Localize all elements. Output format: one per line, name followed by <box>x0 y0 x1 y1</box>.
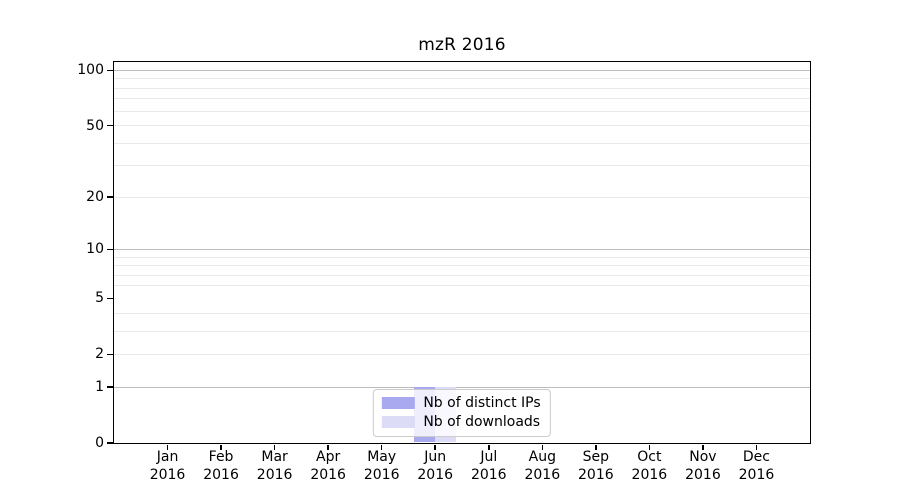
y-tick-label: 0 <box>95 435 104 451</box>
x-tick-mark <box>648 444 651 450</box>
plot-area: Nb of distinct IPs Nb of downloads <box>112 60 811 444</box>
y-tick-mark <box>107 124 113 127</box>
y-tick-mark <box>107 442 113 444</box>
minor-gridline <box>113 78 810 80</box>
minor-gridline <box>113 165 810 167</box>
minor-gridline <box>113 98 810 100</box>
minor-gridline <box>113 142 810 144</box>
legend-item-downloads: Nb of downloads <box>381 413 540 432</box>
x-tick-label: Apr 2016 <box>310 449 346 483</box>
y-tick-mark <box>107 297 113 300</box>
y-tick-mark <box>107 353 113 356</box>
x-tick-label: Dec 2016 <box>738 449 775 483</box>
minor-gridline <box>113 285 810 287</box>
x-tick-mark <box>488 444 490 450</box>
x-tick-label: Jun 2016 <box>417 449 454 483</box>
legend-label-downloads: Nb of downloads <box>423 414 541 430</box>
x-tick-label: Nov 2016 <box>685 449 721 483</box>
x-tick-label: Jul 2016 <box>470 449 507 483</box>
x-tick-label: Mar 2016 <box>256 449 293 483</box>
minor-gridline <box>113 353 810 355</box>
minor-gridline <box>113 330 810 332</box>
x-tick-label: Aug 2016 <box>524 449 561 483</box>
x-tick-mark <box>273 444 276 450</box>
y-tick-mark <box>107 248 113 251</box>
y-tick-label: 20 <box>86 189 104 206</box>
x-tick-label: Oct 2016 <box>631 449 668 483</box>
x-tick-mark <box>434 444 436 450</box>
legend-label-distinct-ips: Nb of distinct IPs <box>423 395 541 411</box>
legend-swatch-distinct-ips-icon <box>381 397 415 409</box>
x-tick-mark <box>755 444 758 450</box>
y-tick-mark <box>107 386 113 388</box>
minor-gridline <box>113 265 810 267</box>
x-tick-label: Jan 2016 <box>149 449 186 483</box>
legend-swatch-downloads-icon <box>381 416 415 428</box>
x-tick-mark <box>380 444 383 450</box>
y-tick-label: 5 <box>95 290 104 307</box>
legend-item-distinct-ips: Nb of distinct IPs <box>381 394 541 413</box>
y-tick-mark <box>107 196 113 198</box>
chart-title: mzR 2016 <box>418 35 506 55</box>
x-tick-mark <box>702 444 704 450</box>
y-tick-label: 50 <box>86 117 104 134</box>
minor-gridline <box>113 256 810 258</box>
y-tick-label: 1 <box>95 379 104 396</box>
x-tick-label: May 2016 <box>363 449 400 483</box>
x-tick-mark <box>166 444 169 450</box>
minor-gridline <box>113 196 810 198</box>
y-tick-label: 100 <box>77 62 104 79</box>
x-tick-label: Feb 2016 <box>203 449 239 483</box>
minor-gridline <box>113 312 810 314</box>
minor-gridline <box>113 110 810 112</box>
major-gridline <box>113 248 810 250</box>
legend: Nb of distinct IPs Nb of downloads <box>372 388 551 437</box>
y-tick-label: 10 <box>86 241 104 258</box>
major-gridline <box>113 386 810 388</box>
major-gridline <box>113 69 810 71</box>
minor-gridline <box>113 125 810 127</box>
x-tick-label: Sep 2016 <box>578 449 614 483</box>
y-tick-mark <box>107 69 113 72</box>
minor-gridline <box>113 87 810 89</box>
x-tick-mark <box>595 444 597 450</box>
minor-gridline <box>113 274 810 276</box>
x-tick-mark <box>541 444 544 450</box>
x-tick-mark <box>220 444 222 450</box>
x-tick-mark <box>327 444 329 450</box>
y-tick-label: 2 <box>95 346 104 363</box>
